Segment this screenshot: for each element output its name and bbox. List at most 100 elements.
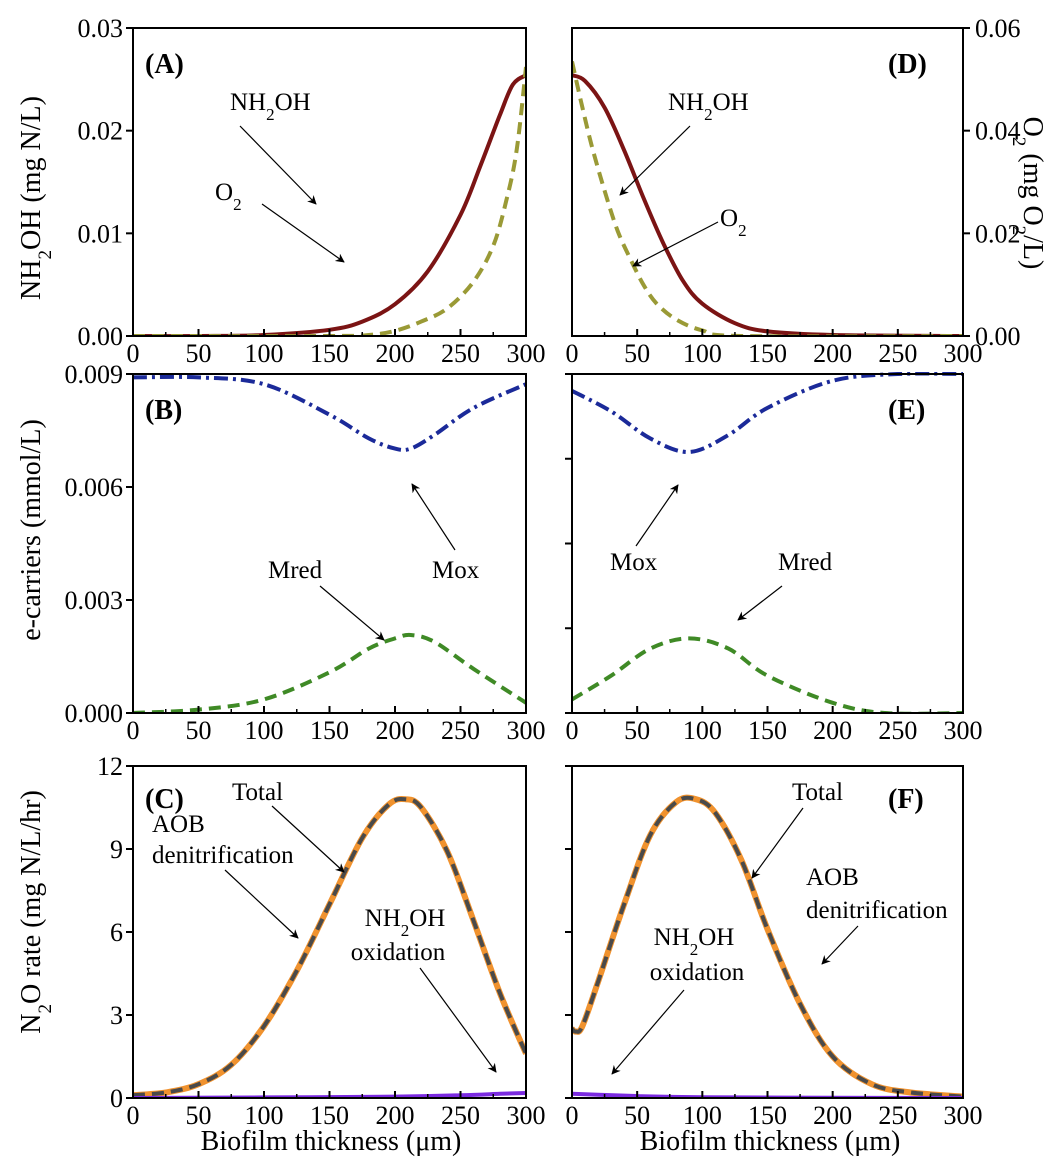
y-axis-title-b: e-carriers (mmol/L) <box>16 419 47 641</box>
panel-label-e: (E) <box>888 395 925 426</box>
annotation-oxidation-f: oxidation <box>650 959 745 986</box>
series-group-b <box>133 374 526 713</box>
x-tick-label-a-300: 300 <box>507 339 546 368</box>
y-tick-label-c-9: 9 <box>110 835 123 864</box>
x-tick-label-d-250: 250 <box>878 339 917 368</box>
series-nh2oh-d <box>572 73 963 336</box>
x-tick-label-c-150: 150 <box>310 1101 349 1130</box>
y-tick-label-d-0.06: 0.06 <box>975 14 1021 43</box>
chart-text: (A) (D) (B) (E) (C) (F) NH2OH (mg N/L) O… <box>16 49 1048 1157</box>
x-tick-label-c-200: 200 <box>376 1101 415 1130</box>
y-axis-title-a: NH2OH (mg N/L) <box>16 96 56 300</box>
arrow-mox-b <box>411 483 456 551</box>
x-tick-label-f-300: 300 <box>944 1101 983 1130</box>
x-tick-label-b-100: 100 <box>245 716 284 745</box>
x-tick-label-d-0: 0 <box>566 339 579 368</box>
x-tick-label-e-250: 250 <box>878 716 917 745</box>
y-tick-label-a-0.03: 0.03 <box>78 14 124 43</box>
annotation-arrows <box>224 125 859 1075</box>
series-total-f <box>572 795 963 1098</box>
x-tick-label-b-200: 200 <box>376 716 415 745</box>
y-tick-label-a-0.00: 0.00 <box>78 322 124 351</box>
panel-label-d: (D) <box>888 49 927 80</box>
x-tick-label-a-50: 50 <box>186 339 212 368</box>
series-mred-b <box>133 632 526 713</box>
x-tick-label-c-250: 250 <box>441 1101 480 1130</box>
panel-c: 0 50 100 150 200 250 300 0 3 6 9 12 <box>97 752 546 1130</box>
y-tick-label-d-0.02: 0.02 <box>975 219 1021 248</box>
series-total-c <box>133 796 526 1098</box>
x-tick-label-d-100: 100 <box>683 339 722 368</box>
y-tick-label-b-0.006: 0.006 <box>65 473 124 502</box>
x-tick-label-a-200: 200 <box>376 339 415 368</box>
y-tick-label-c-12: 12 <box>97 752 123 781</box>
y-axis-title-d: O2 (mg O2/L) <box>1009 117 1049 270</box>
x-tick-label-e-150: 150 <box>748 716 787 745</box>
x-tick-label-d-300: 300 <box>944 339 983 368</box>
y-tick-label-b-0.009: 0.009 <box>65 360 124 389</box>
series-nh2oh-a <box>133 73 526 336</box>
annotation-total-c: Total <box>232 779 283 806</box>
x-tick-label-f-250: 250 <box>878 1101 917 1130</box>
x-tick-label-f-50: 50 <box>624 1101 650 1130</box>
y-tick-label-c-3: 3 <box>110 1001 123 1030</box>
panel-label-a: (A) <box>145 49 184 80</box>
x-tick-label-b-50: 50 <box>186 716 212 745</box>
annotation-o2-a: O2 <box>215 179 242 214</box>
x-tick-label-e-100: 100 <box>683 716 722 745</box>
y-tick-label-b-0.000: 0.000 <box>65 699 124 728</box>
annotation-aob-c: AOB <box>152 811 205 838</box>
panel-f: 0 50 100 150 200 250 300 <box>565 765 983 1130</box>
arrow-total-c <box>271 805 345 873</box>
y-tick-label-a-0.01: 0.01 <box>78 219 124 248</box>
series-o2-d <box>572 60 963 336</box>
x-tick-label-e-0: 0 <box>566 716 579 745</box>
annotation-nh2oh-a: NH2OH <box>230 89 311 124</box>
arrow-nh2oh-a <box>239 125 317 205</box>
x-tick-label-c-100: 100 <box>245 1101 284 1130</box>
arrow-nh2oh-c <box>419 967 497 1073</box>
x-tick-label-e-50: 50 <box>624 716 650 745</box>
x-tick-label-d-50: 50 <box>624 339 650 368</box>
x-tick-label-f-150: 150 <box>748 1101 787 1130</box>
arrow-aob-c <box>224 869 299 939</box>
y-tick-label-c-6: 6 <box>110 918 123 947</box>
series-group-d <box>572 60 963 336</box>
annotation-mred-b: Mred <box>268 557 323 584</box>
annotation-denitrification-f: denitrification <box>806 897 948 924</box>
annotation-nh2oh-f: NH2OH <box>654 924 735 959</box>
x-tick-label-c-0: 0 <box>127 1101 140 1130</box>
annotation-oxidation-c: oxidation <box>351 939 446 966</box>
panel-label-f: (F) <box>888 784 924 815</box>
x-tick-label-e-200: 200 <box>813 716 852 745</box>
annotation-mox-b: Mox <box>432 557 480 584</box>
arrow-nh2oh-d <box>619 125 691 196</box>
x-tick-label-b-300: 300 <box>507 716 546 745</box>
annotation-mred-e: Mred <box>778 549 833 576</box>
arrow-aob-f <box>821 925 859 965</box>
arrow-mox-e <box>635 484 679 547</box>
series-mox-e <box>572 372 963 455</box>
annotation-aob-f: AOB <box>806 864 859 891</box>
x-tick-label-b-0: 0 <box>127 716 140 745</box>
y-tick-label-d-0.00: 0.00 <box>975 322 1021 351</box>
y-tick-label-c-0: 0 <box>110 1084 123 1113</box>
panel-e: 0 50 100 150 200 250 300 <box>565 372 983 745</box>
y-tick-label-a-0.02: 0.02 <box>78 117 124 146</box>
x-tick-label-d-150: 150 <box>748 339 787 368</box>
x-tick-label-f-0: 0 <box>566 1101 579 1130</box>
y-tick-label-d-0.04: 0.04 <box>975 117 1021 146</box>
panel-a: 0 50 100 150 200 250 300 0.00 0.01 0.02 0.03 <box>78 14 546 368</box>
arrow-mred-b <box>319 585 385 641</box>
annotation-nh2oh-d: NH2OH <box>668 89 749 124</box>
panel-b: 0 50 100 150 200 250 300 0.000 0.003 0.006 0.009 <box>65 360 546 745</box>
series-group-a <box>133 66 526 336</box>
x-tick-label-f-100: 100 <box>683 1101 722 1130</box>
y-tick-label-b-0.003: 0.003 <box>65 586 124 615</box>
x-tick-label-a-100: 100 <box>245 339 284 368</box>
x-axis-title-c: Biofilm thickness (μm) <box>201 1126 462 1157</box>
x-tick-label-c-50: 50 <box>186 1101 212 1130</box>
